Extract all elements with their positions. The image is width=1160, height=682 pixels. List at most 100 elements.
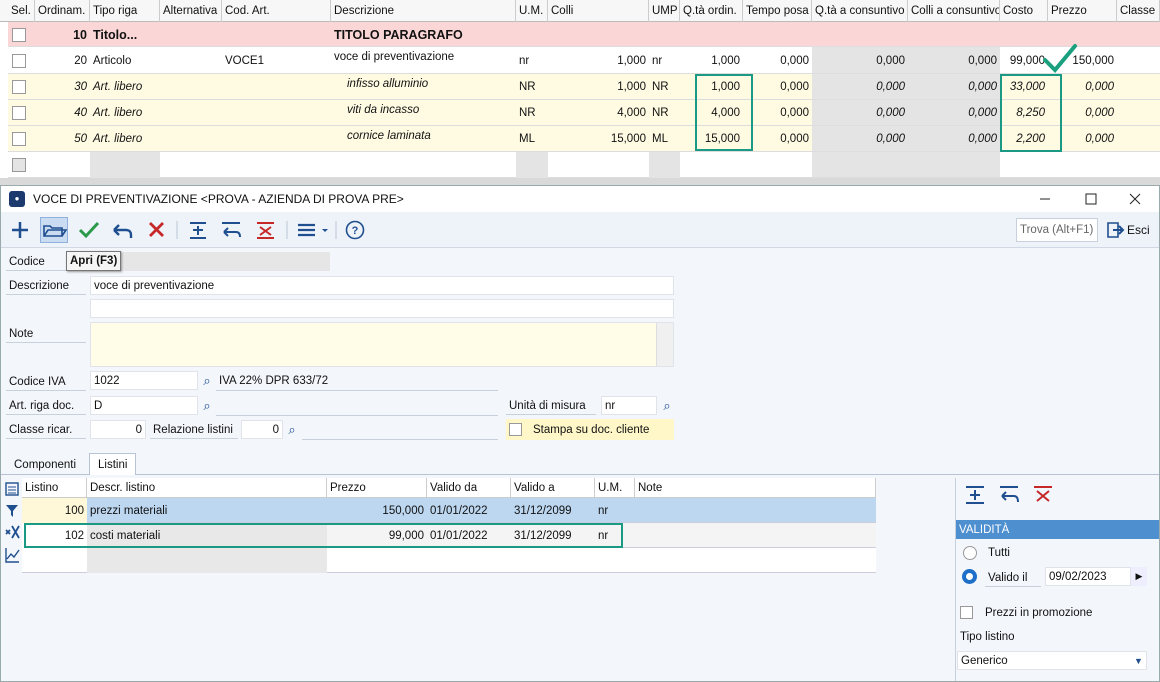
grid-cell: 0,000 [908,100,1000,126]
column-header: Descr. listino [87,478,327,498]
checkbox[interactable] [12,28,26,42]
column-header: Tempo posa [743,0,812,22]
exit-icon [1106,221,1124,239]
text-field[interactable]: 1022 [90,371,198,390]
column-header: Tipo riga [90,0,160,22]
grid-cell: NR [516,100,548,126]
grid-cell: 40 [35,100,90,126]
column-header: Valido a [511,478,595,498]
tab-line [1,474,1159,475]
checkbox[interactable] [960,606,973,619]
field-label: Unità di misura [506,397,596,415]
text-field[interactable] [90,299,674,318]
column-header: Prezzo [1048,0,1117,22]
side-toolbar[interactable] [965,485,1055,505]
radio-label: Tutti [985,544,1045,562]
column-header: Cod. Art. [222,0,331,22]
column-header: Colli [548,0,649,22]
lookup-button[interactable]: ⌕ [199,371,215,390]
grid-cell: 31/12/2099 [511,498,595,523]
grid-cell: 0,000 [908,47,1000,74]
date-field[interactable]: 09/02/2023 [1045,567,1131,586]
grid-cell: NR [649,100,680,126]
text-field[interactable]: 0 [90,420,146,439]
text-field[interactable]: nr [601,396,657,415]
grid-cell: 50 [35,126,90,152]
grid-cell: 0,000 [812,100,908,126]
field-desc: IVA 22% DPR 633/72 [216,372,498,391]
lookup-button[interactable]: ⌕ [284,420,300,439]
column-header: Colli a consuntivo [908,0,1000,22]
checkbox[interactable] [12,80,26,94]
grid-cell: 0,000 [743,100,812,126]
column-header: Classe r [1117,0,1160,22]
checkbox[interactable] [509,423,522,436]
grid-cell: 0,000 [908,126,1000,152]
column-header: UMP [649,0,680,22]
grid-cell: 15,000 [548,126,649,152]
checkbox[interactable] [12,132,26,146]
grid-cell: ML [516,126,548,152]
grid-cell: TITOLO PARAGRAFO [331,22,516,47]
checkbox[interactable] [12,106,26,120]
lookup-button[interactable]: ⌕ [199,396,215,415]
checkbox-label: Stampa su doc. cliente [530,420,674,440]
search-box[interactable]: Trova (Alt+F1) [1016,218,1098,242]
combo-box[interactable]: Generico [957,651,1147,670]
field-label: Art. riga doc. [6,397,86,415]
checkbox-label: Prezzi in promozione [982,604,1142,622]
radio[interactable] [963,546,977,560]
grid-cell: 0,000 [743,47,812,74]
grid-cell: 0,000 [743,74,812,100]
field-desc [216,397,498,416]
checkbox[interactable] [12,54,26,68]
grid-cell: 1,000 [548,74,649,100]
radio[interactable] [962,569,977,584]
grid-cell: 100 [22,498,87,523]
grid-cell: 30 [35,74,90,100]
window-controls[interactable] [1040,190,1150,208]
toolbar-icons[interactable]: ? [10,220,370,240]
grid-side-icons[interactable] [4,482,22,568]
column-header: U.M. [516,0,548,22]
field-label: Descrizione [6,277,86,295]
tab-active[interactable]: Listini [89,453,136,475]
grid-cell: nr [595,498,635,523]
tab[interactable]: Componenti [8,455,82,475]
grid-cell: 4,000 [548,100,649,126]
grid-cell: prezzi materiali [87,498,327,523]
date-button[interactable]: ▶ [1131,567,1147,586]
combo-button[interactable]: ▼ [1131,652,1146,669]
column-header: Q.tà a consuntivo [812,0,908,22]
text-area[interactable] [90,322,674,367]
grid-cell: 10 [35,22,90,47]
lookup-button[interactable]: ⌕ [659,396,675,415]
grid-cell: 01/01/2022 [427,498,511,523]
grid-cell: 1,000 [680,47,743,74]
field-label: Relazione listini [150,421,238,439]
exit-button[interactable]: Esci [1124,218,1153,242]
grid-cell: viti da incasso [331,100,516,126]
column-header: Listino [22,478,87,498]
grid-cell: 1,000 [548,47,649,74]
column-header: Q.tà ordin. [680,0,743,22]
text-field[interactable] [90,252,330,271]
text-field[interactable]: 0 [241,420,283,439]
check-mark [1043,44,1077,72]
text-field[interactable]: voce di preventivazione [90,276,674,295]
grid-cell: Art. libero [90,74,160,100]
grid-cell-readonly [812,152,1000,178]
grid-cell: 0,000 [812,126,908,152]
tooltip: Apri (F3) [66,251,121,271]
text-field[interactable]: D [90,396,198,415]
grid-cell: 0,000 [743,126,812,152]
grid-cell-readonly [516,152,548,178]
field-label: Codice IVA [6,373,86,391]
grid-cell: cornice laminata [331,126,516,152]
column-header: Descrizione [331,0,516,22]
grid-cell: Titolo... [90,22,160,47]
checkbox[interactable] [12,158,26,172]
column-header: Prezzo [327,478,427,498]
grid-cell-readonly [649,152,680,178]
